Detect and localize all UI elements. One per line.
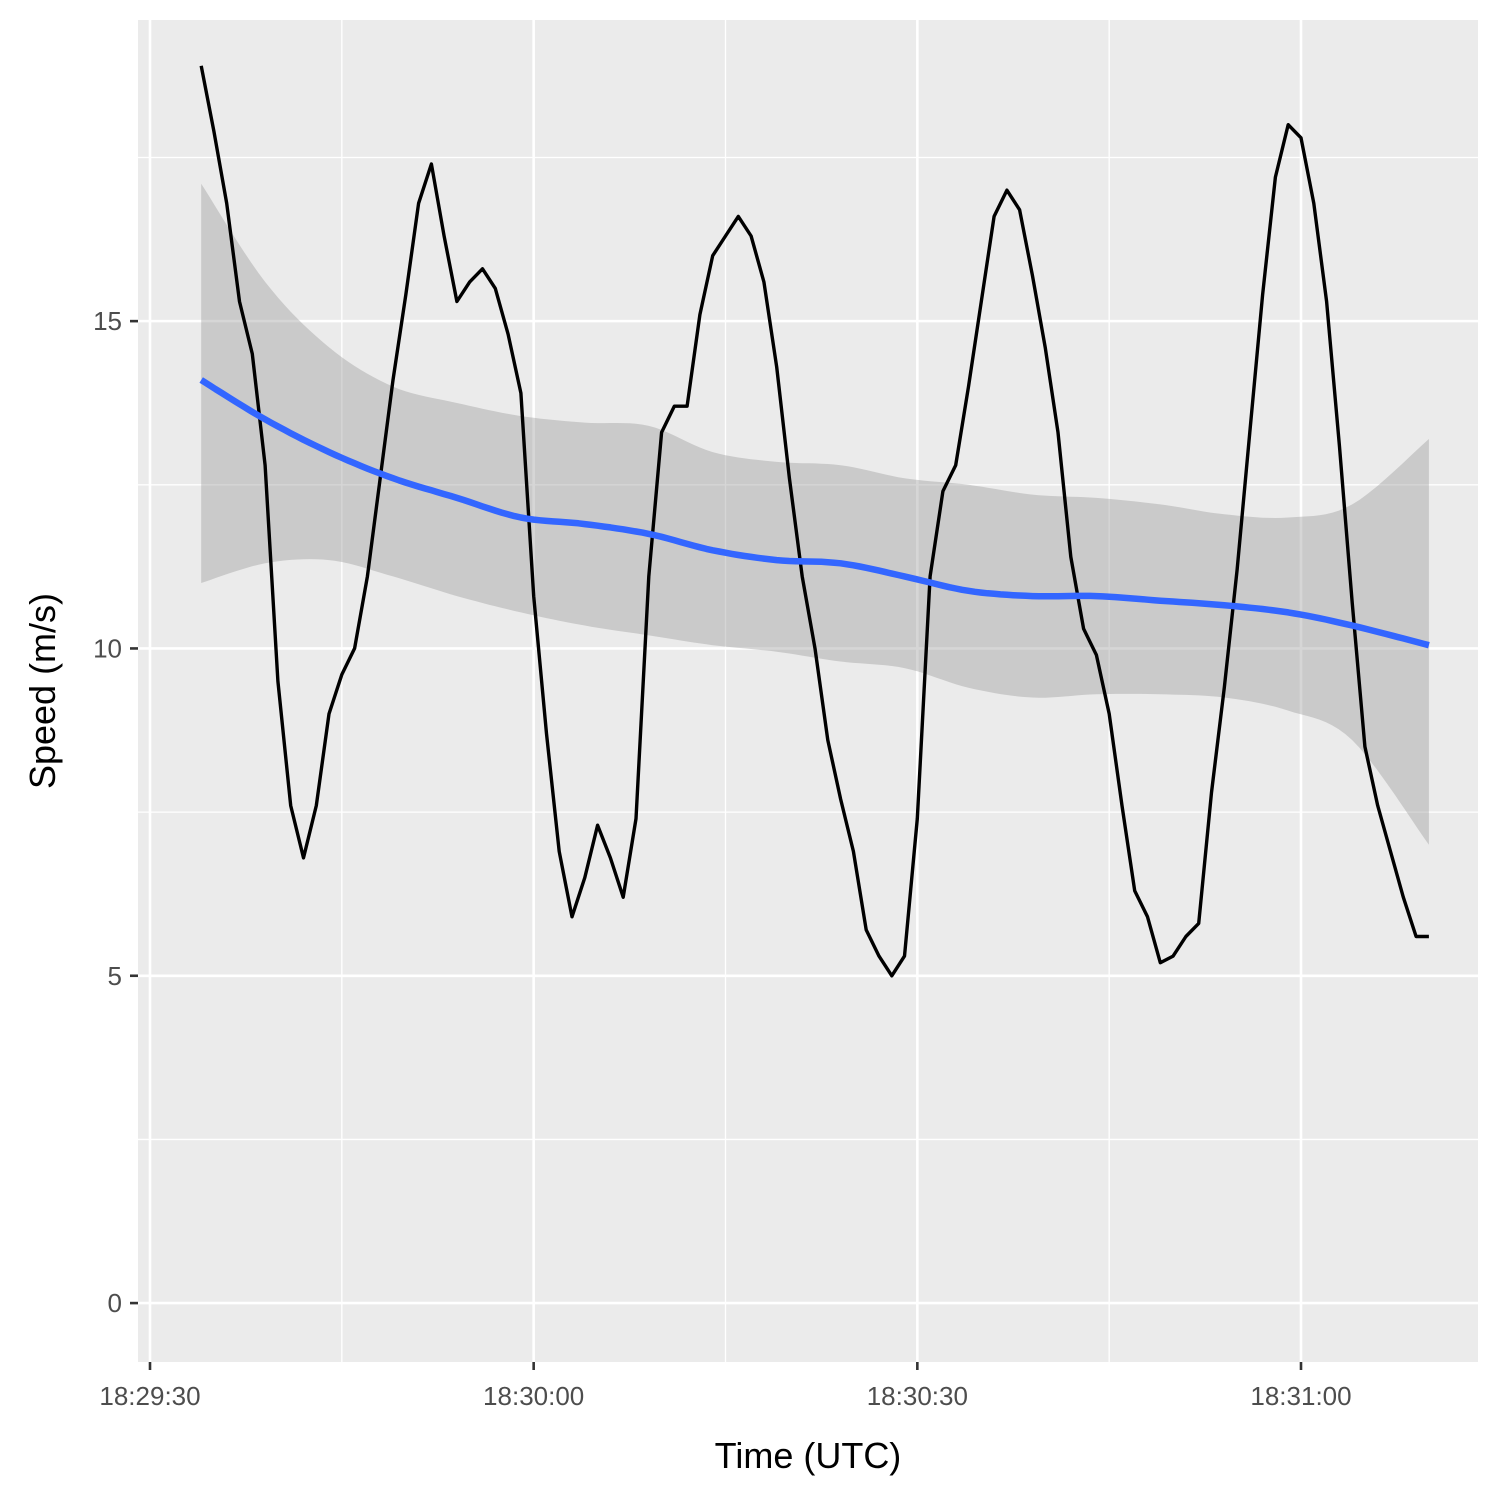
smooth-trend-line bbox=[199, 377, 1430, 649]
x-tick-label: 18:31:00 bbox=[1250, 1381, 1351, 1411]
plot-panel bbox=[138, 20, 1478, 1362]
x-axis: 18:29:30 18:30:00 18:30:30 18:31:00 bbox=[99, 1362, 1352, 1411]
x-axis-title: Time (UTC) bbox=[715, 1435, 902, 1476]
y-tick-label: 0 bbox=[108, 1288, 122, 1318]
grid-minor bbox=[138, 20, 1478, 1362]
y-axis-title: Speed (m/s) bbox=[22, 593, 63, 789]
x-tick-label: 18:30:00 bbox=[483, 1381, 584, 1411]
y-tick-label: 10 bbox=[93, 633, 122, 663]
x-tick-label: 18:29:30 bbox=[99, 1381, 200, 1411]
y-tick-label: 5 bbox=[108, 961, 122, 991]
grid-major bbox=[138, 20, 1478, 1362]
x-tick-label: 18:30:30 bbox=[867, 1381, 968, 1411]
y-axis: 0 5 10 15 bbox=[93, 306, 138, 1318]
y-tick-label: 15 bbox=[93, 306, 122, 336]
confidence-band bbox=[201, 183, 1429, 845]
speed-line bbox=[199, 65, 1429, 978]
